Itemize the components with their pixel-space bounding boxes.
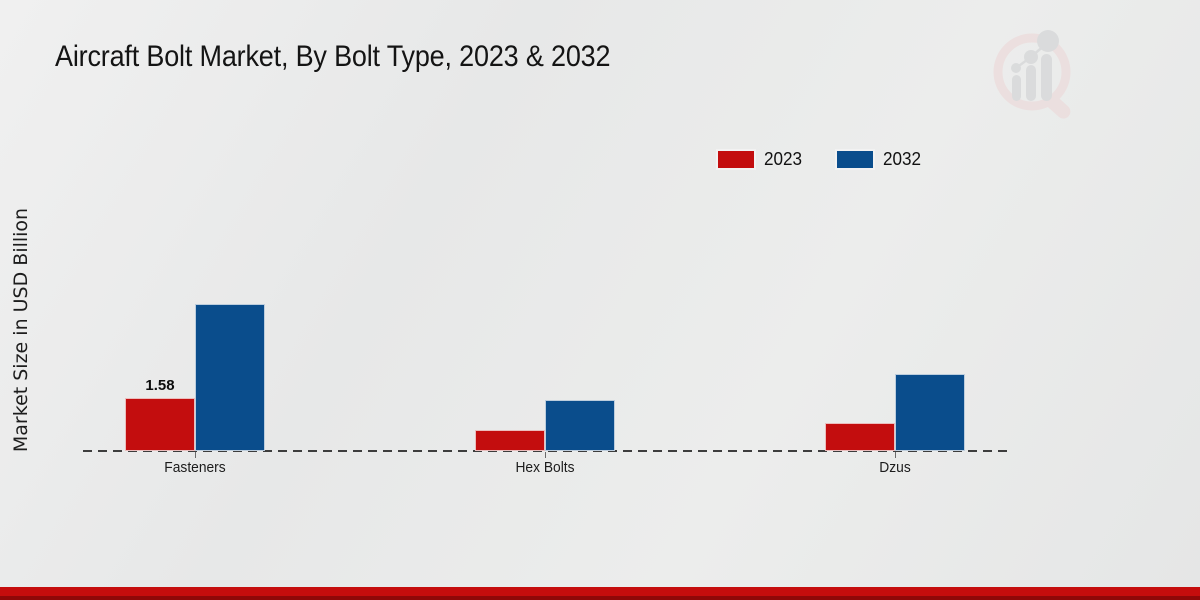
bar-2023-hex-bolts (475, 430, 545, 451)
legend: 2023 2032 (716, 149, 922, 170)
x-axis-tick-fasteners (195, 452, 196, 458)
x-axis-tick-hex-bolts (545, 452, 546, 458)
legend-label-2023: 2023 (764, 149, 803, 169)
legend-item-2023: 2023 (716, 149, 803, 170)
x-axis-label-hex-bolts: Hex Bolts (515, 459, 575, 476)
legend-label-2032: 2032 (883, 149, 922, 169)
x-axis-tick-dzus (895, 452, 896, 458)
x-axis-label-dzus: Dzus (879, 459, 911, 476)
bar-2023-fasteners (125, 398, 195, 451)
x-axis-baseline (83, 450, 1007, 452)
x-axis-label-fasteners: Fasteners (164, 459, 226, 476)
market-research-future-logo-icon (993, 30, 1071, 119)
legend-item-2032: 2032 (835, 149, 922, 170)
legend-swatch-2032 (835, 149, 876, 170)
legend-swatch-2023 (716, 149, 756, 170)
data-label-2023-fasteners: 1.58 (145, 377, 175, 394)
bar-2032-hex-bolts (545, 400, 615, 451)
chart-title: Aircraft Bolt Market, By Bolt Type, 2023… (55, 40, 611, 73)
bar-2032-dzus (895, 374, 965, 451)
footer-red-band (0, 587, 1200, 600)
bar-2023-dzus (825, 423, 895, 451)
bar-2032-fasteners (195, 304, 265, 451)
